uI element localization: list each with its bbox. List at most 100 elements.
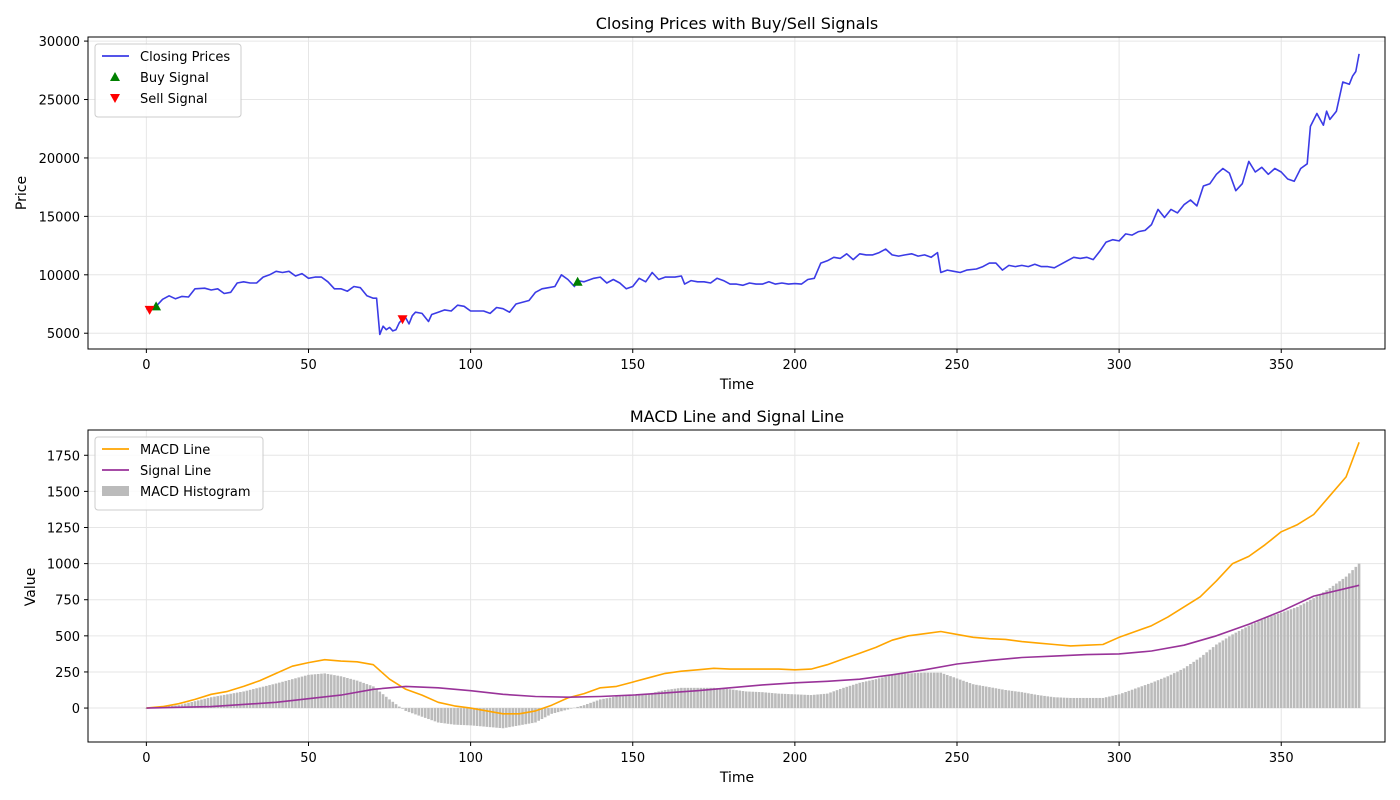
macd-histogram-bar bbox=[654, 692, 657, 709]
macd-histogram-bar bbox=[222, 694, 226, 709]
macd-histogram-bar bbox=[1114, 695, 1118, 709]
macd-histogram-bar bbox=[861, 682, 865, 709]
macd-histogram-bar bbox=[1224, 638, 1228, 709]
macd-histogram-bar bbox=[615, 696, 618, 709]
macd-histogram-bar bbox=[368, 685, 372, 709]
macd-histogram-bar bbox=[647, 693, 651, 709]
macd-histogram-bar bbox=[874, 679, 878, 709]
macd-line-line bbox=[146, 442, 1360, 715]
macd-histogram-bar bbox=[722, 688, 725, 709]
macd-histogram-bar bbox=[1091, 697, 1095, 709]
macd-histogram-bar bbox=[443, 708, 446, 724]
macd-histogram-bar bbox=[469, 708, 472, 726]
macd-histogram-bar bbox=[871, 679, 874, 709]
macd-chart: MACD Line and Signal Line 0 50 100 150 200 25… bbox=[23, 407, 1386, 786]
macd-histogram-bar bbox=[712, 687, 716, 709]
macd-histogram-bar bbox=[1351, 570, 1354, 709]
macd-histogram-bar bbox=[793, 694, 797, 709]
y-tick-label: 15000 bbox=[39, 210, 80, 225]
macd-histogram-bar bbox=[479, 708, 482, 727]
macd-chart-lines bbox=[146, 442, 1360, 715]
macd-histogram-bar bbox=[514, 708, 518, 726]
macd-histogram-bar bbox=[200, 699, 203, 709]
macd-histogram-bar bbox=[226, 694, 229, 709]
macd-histogram-bar bbox=[297, 677, 301, 709]
macd-histogram-bar bbox=[459, 708, 463, 725]
macd-histogram-bar bbox=[1156, 680, 1160, 709]
macd-histogram-bar bbox=[855, 683, 858, 709]
macd-histogram-bar bbox=[699, 687, 703, 709]
macd-chart-xticks: 0 50 100 150 200 250 300 350 bbox=[142, 742, 1294, 766]
macd-histogram-bar bbox=[1263, 618, 1267, 709]
price-chart-title: Closing Prices with Buy/Sell Signals bbox=[596, 14, 879, 33]
macd-histogram-bar bbox=[735, 690, 738, 709]
macd-histogram-bar bbox=[1279, 612, 1283, 709]
macd-histogram-bar bbox=[816, 694, 819, 709]
macd-histogram-bar bbox=[352, 679, 356, 709]
macd-histogram-bar bbox=[962, 680, 965, 709]
macd-histogram-bar bbox=[1159, 678, 1163, 709]
macd-histogram-bar bbox=[196, 700, 200, 709]
legend-box bbox=[94, 436, 264, 511]
macd-histogram-bar bbox=[232, 693, 236, 709]
macd-histogram-bar bbox=[1182, 668, 1186, 709]
macd-histogram-bar bbox=[423, 708, 427, 718]
macd-histogram-bar bbox=[945, 674, 949, 709]
macd-histogram-bar bbox=[359, 681, 362, 709]
macd-histogram-bar bbox=[851, 684, 855, 709]
macd-histogram-bar bbox=[1153, 681, 1157, 709]
macd-histogram-bar bbox=[997, 688, 1001, 709]
macd-histogram-bar bbox=[1309, 600, 1312, 709]
macd-histogram-bar bbox=[274, 683, 278, 709]
macd-histogram-bar bbox=[1211, 647, 1215, 709]
macd-histogram-bar bbox=[1010, 690, 1014, 709]
price-chart-ylabel: Price bbox=[14, 176, 30, 210]
sell-signal-legend-swatch bbox=[110, 94, 120, 103]
macd-histogram-bar bbox=[926, 672, 930, 709]
macd-histogram-bar bbox=[832, 691, 836, 709]
macd-histogram-bar bbox=[741, 691, 745, 709]
macd-histogram-bar bbox=[540, 708, 544, 720]
macd-histogram-bar bbox=[1095, 697, 1098, 709]
macd-histogram-bar bbox=[981, 685, 985, 709]
macd-histogram-bar bbox=[968, 683, 972, 709]
macd-histogram-bar bbox=[637, 694, 641, 709]
macd-histogram-bar bbox=[582, 705, 586, 709]
macd-histogram-bar bbox=[303, 675, 307, 709]
macd-histogram-bar bbox=[1315, 596, 1319, 709]
macd-histogram-bar bbox=[929, 672, 933, 709]
macd-histogram-bar bbox=[342, 677, 346, 709]
macd-histogram-bar bbox=[916, 672, 920, 709]
macd-histogram-bar bbox=[391, 701, 395, 709]
macd-histogram-bar bbox=[239, 692, 242, 709]
macd-histogram-bar bbox=[819, 694, 823, 709]
macd-histogram-bar bbox=[316, 673, 320, 709]
macd-chart-bars bbox=[145, 563, 1361, 729]
macd-histogram-bar bbox=[754, 691, 758, 709]
macd-histogram-bar bbox=[346, 678, 349, 709]
macd-histogram-bar bbox=[881, 677, 884, 709]
macd-histogram-bar bbox=[1140, 686, 1144, 709]
macd-histogram-bar bbox=[611, 697, 615, 709]
price-chart-grid bbox=[88, 37, 1385, 349]
macd-histogram-bar bbox=[180, 704, 184, 709]
macd-histogram-bar bbox=[534, 708, 537, 723]
macd-histogram-bar bbox=[326, 673, 330, 709]
buy-signal-marker bbox=[572, 276, 583, 286]
macd-histogram-bar bbox=[602, 698, 605, 709]
macd-histogram-bar bbox=[1117, 694, 1121, 709]
macd-histogram-bar bbox=[1195, 659, 1199, 709]
macd-histogram-bar bbox=[858, 682, 862, 709]
macd-histogram-bar bbox=[903, 673, 907, 709]
x-tick-label: 300 bbox=[1107, 751, 1132, 766]
macd-histogram-bar bbox=[242, 691, 245, 709]
macd-histogram-bar bbox=[417, 708, 421, 716]
macd-histogram-bar bbox=[796, 694, 800, 709]
macd-histogram-bar bbox=[939, 672, 943, 709]
macd-histogram-bar bbox=[738, 690, 742, 709]
macd-chart-legend: MACD Line Signal Line MACD Histogram bbox=[94, 436, 264, 511]
macd-histogram-bar bbox=[372, 686, 375, 709]
signal-line-line bbox=[146, 584, 1360, 709]
macd-histogram-bar bbox=[757, 692, 761, 709]
